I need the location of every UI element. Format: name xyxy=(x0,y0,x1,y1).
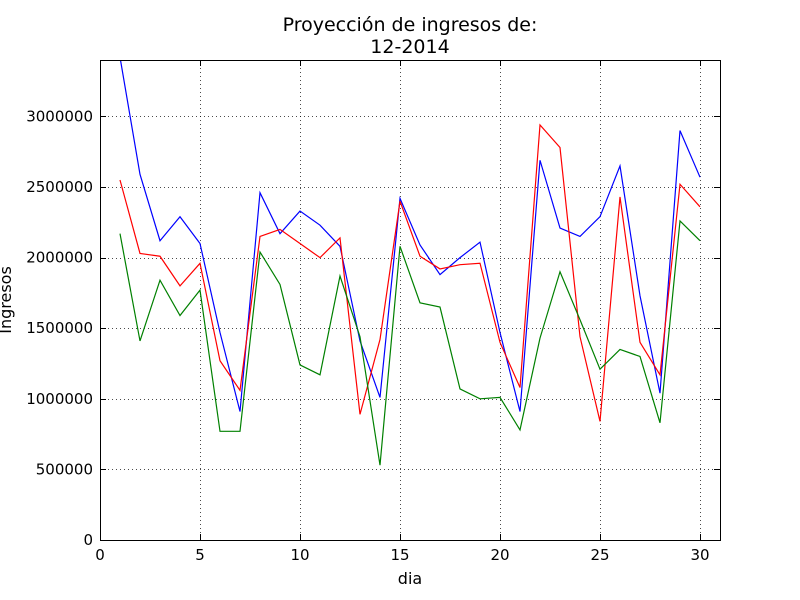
chart-title-line2: 12-2014 xyxy=(370,36,449,58)
y-axis-label: Ingresos xyxy=(0,266,15,334)
series-line-3 xyxy=(119,219,701,466)
x-tick-label: 15 xyxy=(390,546,409,564)
axis-ticks: 0 5 10 15 20 25 30 0 500000 1000000 1500000 2000000… xyxy=(26,60,720,564)
x-axis-label: dia xyxy=(398,569,422,588)
x-tick-label: 20 xyxy=(490,546,509,564)
y-tick-label: 1000000 xyxy=(26,390,93,408)
y-tick-label: 2500000 xyxy=(26,178,93,196)
y-tick-label: 2000000 xyxy=(26,249,93,267)
y-tick-label: 3000000 xyxy=(26,107,93,125)
y-tick-label: 1500000 xyxy=(26,319,93,337)
y-tick-label: 0 xyxy=(83,531,93,549)
series-line-1 xyxy=(119,60,701,412)
x-tick-label: 10 xyxy=(290,546,309,564)
series-line-2 xyxy=(119,123,701,422)
chart-title-line1: Proyección de ingresos de: xyxy=(283,14,538,36)
grid-lines xyxy=(100,60,720,540)
x-tick-label: 25 xyxy=(590,546,609,564)
x-tick-label: 5 xyxy=(195,546,205,564)
x-tick-label: 0 xyxy=(95,546,105,564)
series-lines xyxy=(119,60,701,466)
y-tick-label: 500000 xyxy=(36,460,93,478)
x-tick-label: 30 xyxy=(690,546,709,564)
plot-frame xyxy=(100,60,721,541)
